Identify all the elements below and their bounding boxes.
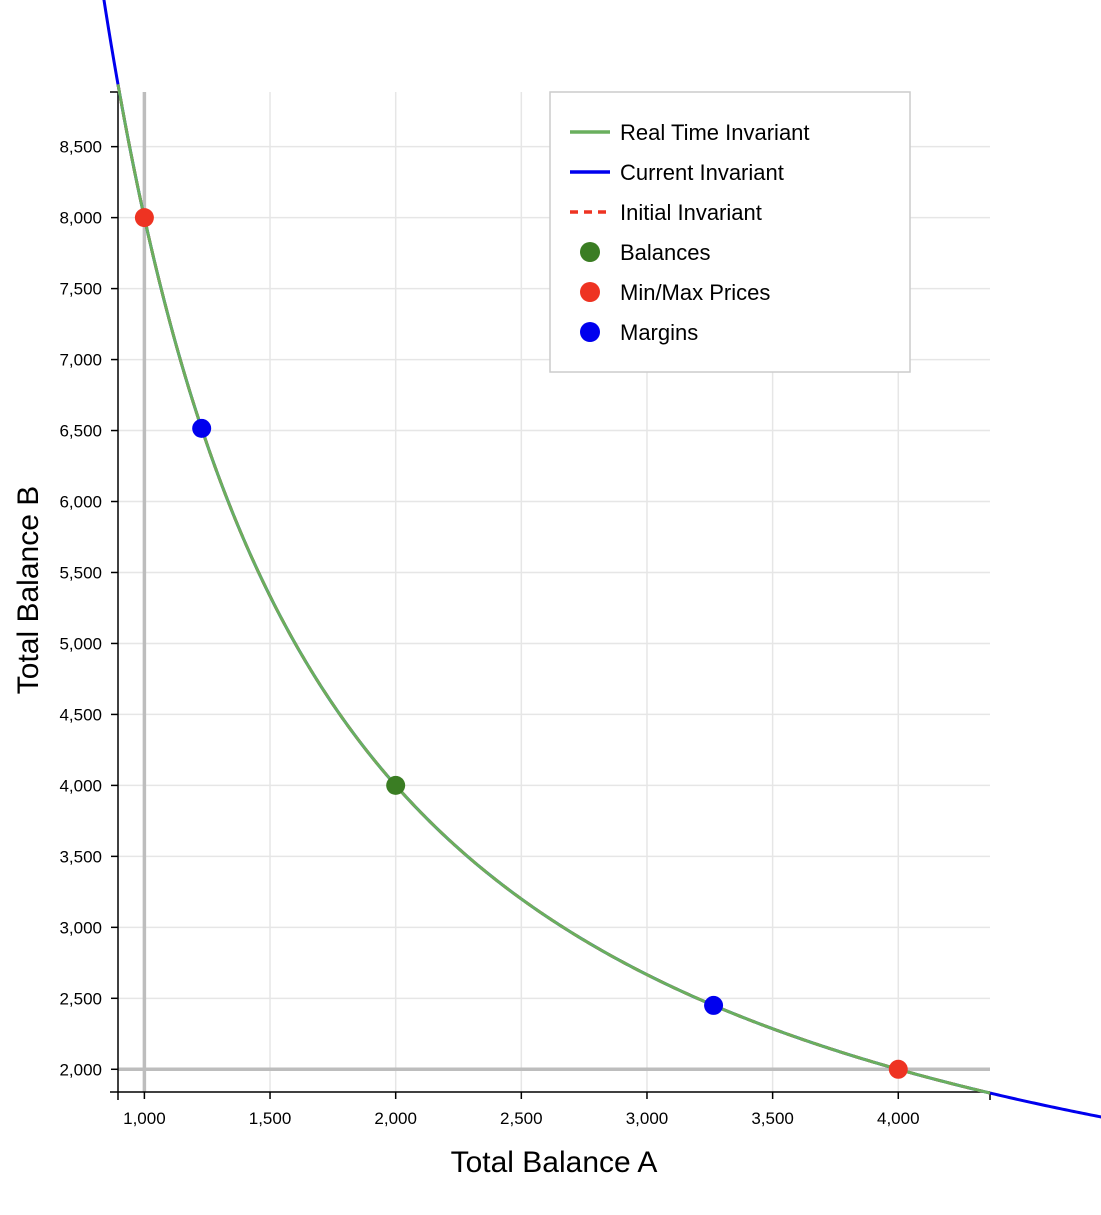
y-tick-label: 5,000 [59, 634, 102, 653]
y-tick-label: 8,500 [59, 138, 102, 157]
legend-item: Current Invariant [570, 160, 784, 185]
x-tick-label: 3,500 [751, 1109, 794, 1128]
legend-box [549, 91, 911, 373]
y-tick-label: 3,000 [59, 918, 102, 937]
legend-swatch-dot [580, 282, 600, 302]
y-tick-label: 7,500 [59, 280, 102, 299]
y-tick-label: 5,500 [59, 563, 102, 582]
legend-label: Initial Invariant [620, 200, 762, 225]
legend-item: Real Time Invariant [570, 120, 810, 145]
x-tick-label: 2,000 [374, 1109, 417, 1128]
y-tick-label: 6,500 [59, 422, 102, 441]
x-tick-label: 4,000 [877, 1109, 920, 1128]
series-line-real-time-invariant [116, 84, 991, 1095]
x-tick-label: 2,500 [500, 1109, 543, 1128]
y-tick-label: 8,000 [59, 209, 102, 228]
axes: 1,000 1,500 2,000 2,500 3,000 3,500 4,000 2,000… [59, 91, 991, 1128]
legend-swatch-dot [580, 322, 600, 342]
y-tick-label: 6,000 [59, 493, 102, 512]
legend-item: Initial Invariant [570, 200, 762, 225]
y-tick-label: 4,500 [59, 705, 102, 724]
legend-item: Balances [580, 240, 711, 265]
x-tick-label: 1,500 [249, 1109, 292, 1128]
legend-swatch-dot [580, 242, 600, 262]
legend-label: Real Time Invariant [620, 120, 810, 145]
legend-item: Margins [580, 320, 698, 345]
point-margins [192, 418, 212, 438]
point-min-max-prices [888, 1059, 908, 1079]
series-layer [102, 0, 1101, 1119]
legend-label: Min/Max Prices [620, 280, 770, 305]
y-tick-label: 4,000 [59, 776, 102, 795]
legend-label: Balances [620, 240, 711, 265]
y-tick-label: 3,500 [59, 847, 102, 866]
y-tick-label: 2,500 [59, 989, 102, 1008]
y-tick-label: 2,000 [59, 1060, 102, 1079]
legend-label: Margins [620, 320, 698, 345]
legend-label: Current Invariant [620, 160, 784, 185]
point-balances [386, 775, 406, 795]
point-min-max-prices [134, 208, 154, 228]
y-axis-title: Total Balance B [12, 486, 45, 694]
y-tick-label: 7,000 [59, 351, 102, 370]
x-tick-label: 1,000 [123, 1109, 166, 1128]
x-axis-title: Total Balance A [451, 1146, 658, 1179]
legend-item: Min/Max Prices [580, 280, 770, 305]
points-layer [134, 208, 908, 1079]
point-margins [704, 995, 724, 1015]
x-tick-label: 3,000 [626, 1109, 669, 1128]
legend: Real Time Invariant Current Invariant Init… [549, 91, 911, 373]
reference-lines [118, 92, 990, 1092]
